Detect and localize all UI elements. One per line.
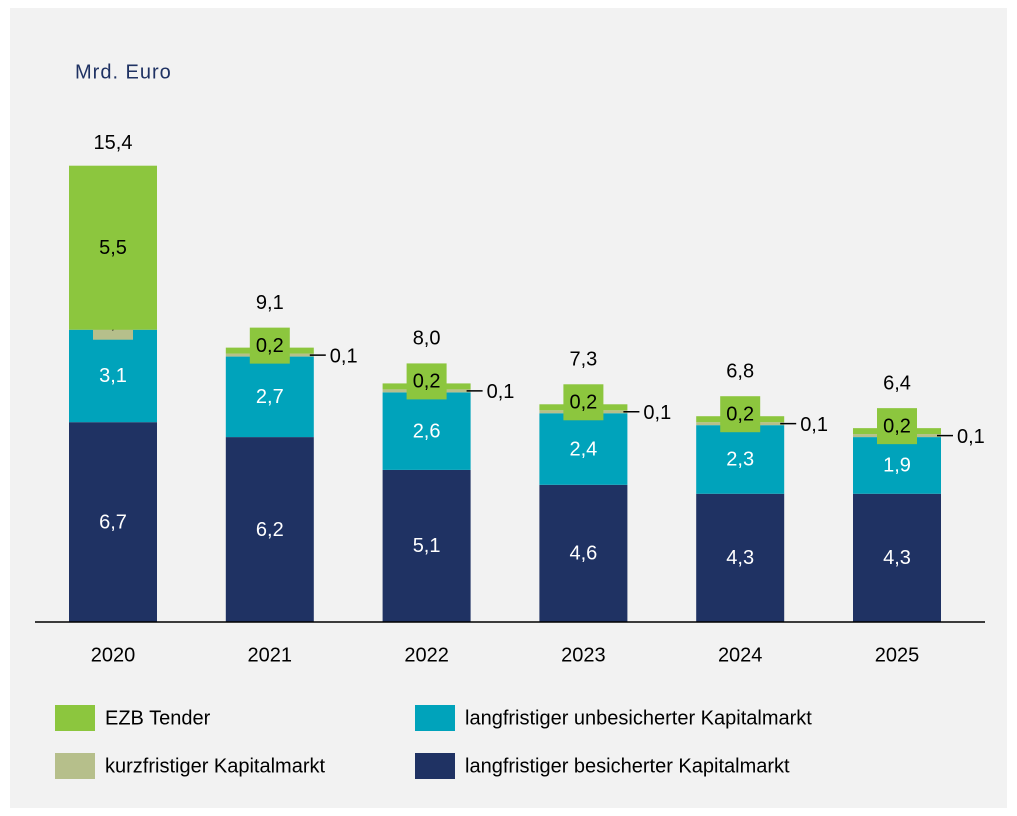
chart-title: Mrd. Euro bbox=[75, 61, 172, 83]
label-box bbox=[249, 327, 290, 364]
legend-label: EZB Tender bbox=[105, 707, 211, 729]
x-tick-label: 2023 bbox=[561, 644, 606, 666]
segment-label: 5,5 bbox=[99, 237, 127, 259]
label-box bbox=[563, 384, 604, 421]
x-tick-label: 2021 bbox=[248, 644, 293, 666]
total-label: 7,3 bbox=[569, 349, 597, 371]
bar-segment bbox=[69, 165, 157, 330]
bar-segment bbox=[69, 329, 157, 423]
segment-label: 0,1 bbox=[800, 414, 828, 436]
legend-label: kurzfristiger Kapitalmarkt bbox=[105, 755, 326, 777]
segment-label: 0,1 bbox=[957, 426, 985, 448]
label-box bbox=[877, 408, 917, 445]
total-label: 15,4 bbox=[94, 132, 133, 154]
bar-segment bbox=[225, 437, 314, 622]
bar-segment bbox=[382, 392, 471, 470]
legend-label: langfristiger unbesicherter Kapitalmarkt bbox=[465, 707, 812, 729]
legend-label: langfristiger besicherter Kapitalmarkt bbox=[465, 755, 790, 777]
bar-segment bbox=[225, 356, 314, 438]
panel-background bbox=[10, 8, 1007, 808]
segment-label: 0,1 bbox=[330, 345, 358, 367]
legend-swatch bbox=[415, 753, 455, 779]
segment-label: 2,3 bbox=[726, 449, 754, 471]
segment-label: 2,6 bbox=[413, 420, 441, 442]
segment-label: 4,3 bbox=[726, 547, 754, 569]
segment-label: 0,2 bbox=[726, 403, 754, 425]
x-tick-label: 2024 bbox=[718, 644, 763, 666]
segment-label: 3,1 bbox=[99, 365, 127, 387]
segment-label: 0,2 bbox=[569, 392, 597, 414]
bar-segment bbox=[539, 413, 628, 485]
bar-segment bbox=[696, 425, 785, 494]
segment-label: 2,7 bbox=[256, 386, 284, 408]
segment-label: 0,2 bbox=[883, 415, 911, 437]
segment-label: 0,2 bbox=[256, 335, 284, 357]
total-label: 6,8 bbox=[726, 360, 754, 382]
segment-label: 2,4 bbox=[569, 438, 597, 460]
segment-label: 6,2 bbox=[256, 519, 284, 541]
bar-segment bbox=[539, 484, 628, 622]
legend-swatch bbox=[415, 705, 455, 731]
segment-label: 4,6 bbox=[569, 543, 597, 565]
segment-label: 0,2 bbox=[413, 371, 441, 393]
total-label: 8,0 bbox=[413, 328, 441, 350]
segment-label: 5,1 bbox=[413, 535, 441, 557]
x-tick-label: 2022 bbox=[404, 644, 449, 666]
x-tick-label: 2020 bbox=[91, 644, 136, 666]
segment-label: 6,7 bbox=[99, 511, 127, 533]
bar-segment bbox=[69, 422, 157, 622]
legend-swatch bbox=[55, 705, 95, 731]
label-box bbox=[720, 396, 761, 433]
bar-segment bbox=[696, 493, 785, 622]
segment-label: 1,9 bbox=[883, 455, 911, 477]
label-box bbox=[406, 363, 447, 400]
total-label: 6,4 bbox=[883, 372, 911, 394]
x-tick-label: 2025 bbox=[875, 644, 920, 666]
segment-label: 0,1 bbox=[487, 381, 515, 403]
bar-segment bbox=[853, 493, 941, 622]
total-label: 9,1 bbox=[256, 292, 284, 314]
segment-label: 0,1 bbox=[643, 402, 671, 424]
segment-label: 4,3 bbox=[883, 547, 911, 569]
bar-segment bbox=[382, 469, 471, 622]
bar-segment bbox=[853, 437, 941, 494]
legend-swatch bbox=[55, 753, 95, 779]
